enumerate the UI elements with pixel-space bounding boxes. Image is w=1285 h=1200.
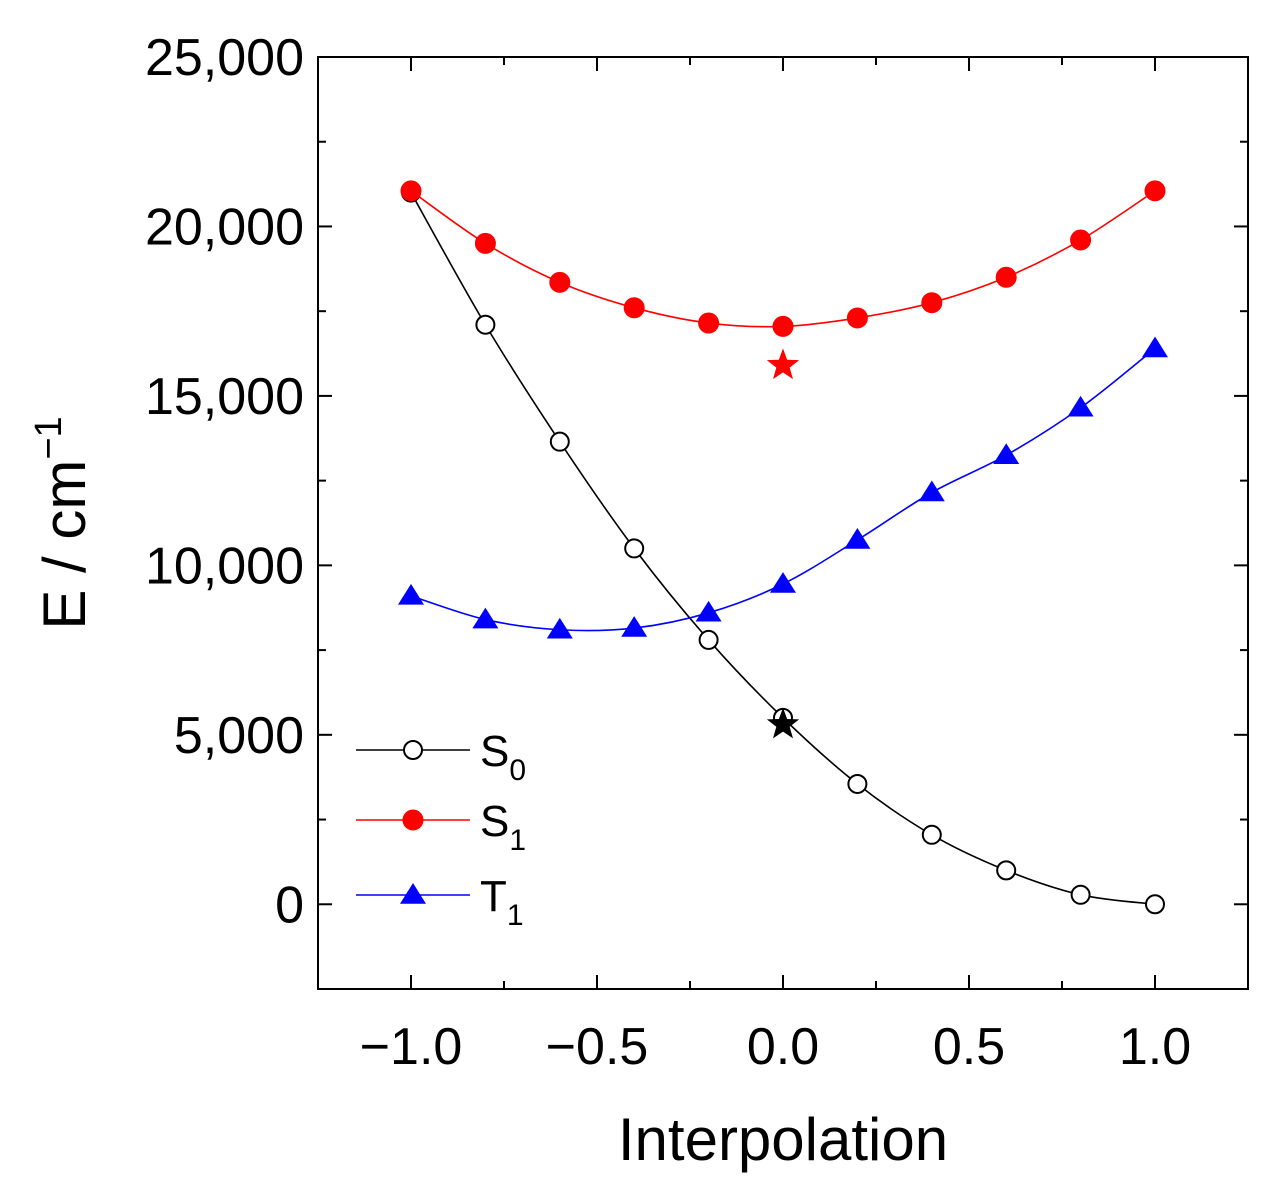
x-tick-label: −0.5	[546, 1018, 649, 1076]
data-point-s0	[624, 538, 645, 559]
data-point-s0	[549, 431, 570, 452]
data-point-s0	[698, 629, 719, 650]
y-axis-title-main: E / cm	[31, 460, 98, 630]
data-point-s1	[698, 312, 720, 334]
data-point-s1	[772, 315, 794, 337]
y-tick-label: 10,000	[145, 537, 304, 595]
legend-label-s0: S0	[480, 727, 526, 787]
data-point-s1	[1070, 229, 1092, 251]
data-point-s1	[623, 297, 645, 319]
y-tick-label: 5,000	[174, 707, 304, 765]
data-point-t1	[1141, 336, 1169, 358]
legend-item-s0: S0	[356, 727, 526, 787]
data-point-t1	[993, 443, 1020, 464]
y-tick-label: 25,000	[145, 29, 304, 87]
data-point-s1	[995, 266, 1017, 288]
legend-item-t1: T1	[356, 872, 524, 932]
series-line-s1	[410, 190, 1156, 328]
plot-frame	[317, 56, 1249, 990]
data-point-s1	[474, 232, 496, 254]
y-tick-label: 0	[275, 876, 304, 934]
data-point-s0	[475, 314, 496, 335]
series-line-s0	[410, 192, 1156, 906]
data-point-t1	[695, 600, 722, 622]
series-layer	[397, 180, 1169, 915]
ticks-layer: −1.0 −0.5 0.0 0.5 1.0 0 5,000 10,000 15,000 20,00…	[145, 29, 1249, 1076]
data-point-s0	[847, 773, 868, 794]
legend-label-s1: S1	[480, 797, 526, 857]
series-t1	[397, 336, 1169, 639]
data-point-t1	[1067, 395, 1094, 417]
data-point-s0	[921, 824, 942, 845]
data-point-s0	[1145, 894, 1165, 915]
legend-item-s1: S1	[356, 797, 526, 857]
data-point-t1	[397, 583, 425, 605]
data-point-t1	[844, 528, 871, 549]
x-tick-label: 0.5	[933, 1018, 1005, 1076]
data-point-s1	[549, 271, 571, 293]
data-point-t1	[918, 480, 945, 502]
data-point-t1	[769, 572, 797, 593]
y-tick-label: 20,000	[145, 198, 304, 256]
y-axis-title: E / cm−1	[28, 416, 98, 629]
data-point-t1	[621, 616, 648, 637]
data-point-s1	[400, 180, 422, 202]
legend-marker-s1	[402, 809, 424, 831]
x-tick-label: 0.0	[747, 1018, 819, 1076]
legend-marker-s0	[403, 740, 423, 760]
data-point-s1	[846, 307, 868, 329]
data-point-t1	[472, 607, 499, 629]
legend-marker-t1	[399, 883, 427, 904]
y-axis-title-superscript: −1	[28, 416, 70, 459]
star-marker-black	[766, 707, 800, 739]
series-s0	[401, 182, 1165, 915]
series-s1	[400, 180, 1166, 337]
data-point-s0	[1070, 884, 1091, 905]
star-marker-red	[766, 348, 800, 380]
series-line-t1	[410, 347, 1156, 632]
legend-label-t1: T1	[480, 872, 524, 932]
data-point-s1	[921, 292, 943, 314]
x-axis-title: Interpolation	[618, 1106, 948, 1173]
legend: S0 S1 T1	[356, 727, 526, 932]
x-tick-label: −1.0	[360, 1018, 463, 1076]
y-tick-label: 15,000	[145, 368, 304, 426]
data-point-s0	[996, 860, 1017, 881]
data-point-t1	[546, 617, 573, 639]
data-point-s1	[1144, 180, 1166, 202]
x-tick-label: 1.0	[1119, 1018, 1191, 1076]
